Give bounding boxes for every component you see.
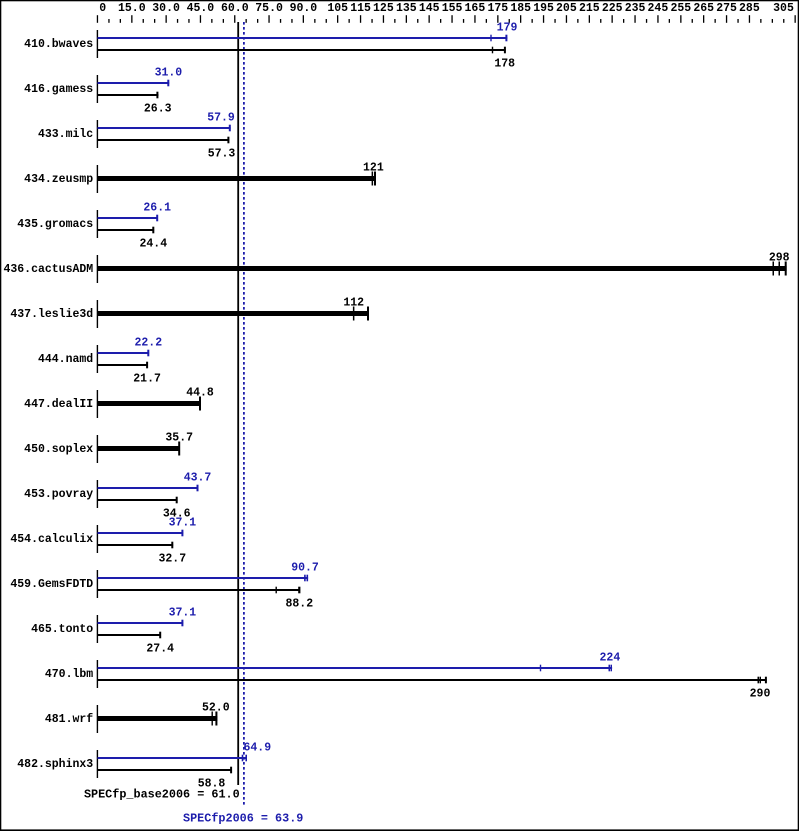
svg-text:481.wrf: 481.wrf (45, 713, 93, 726)
svg-text:447.dealII: 447.dealII (24, 398, 93, 411)
svg-text:179: 179 (497, 22, 518, 35)
svg-text:52.0: 52.0 (202, 702, 230, 715)
svg-text:75.0: 75.0 (255, 2, 283, 15)
svg-text:416.gamess: 416.gamess (24, 83, 93, 96)
svg-text:436.cactusADM: 436.cactusADM (3, 263, 93, 276)
svg-text:34.6: 34.6 (163, 508, 191, 521)
svg-text:235: 235 (625, 2, 646, 15)
svg-text:435.gromacs: 435.gromacs (17, 218, 93, 231)
svg-text:90.7: 90.7 (291, 562, 319, 575)
svg-text:43.7: 43.7 (184, 472, 212, 485)
svg-text:454.calculix: 454.calculix (10, 533, 93, 546)
svg-text:37.1: 37.1 (169, 607, 197, 620)
svg-text:275: 275 (716, 2, 737, 15)
svg-text:105: 105 (327, 2, 348, 15)
svg-text:22.2: 22.2 (134, 337, 162, 350)
svg-text:32.7: 32.7 (158, 553, 186, 566)
svg-text:459.GemsFDTD: 459.GemsFDTD (10, 578, 93, 591)
svg-text:31.0: 31.0 (155, 67, 183, 80)
svg-text:88.2: 88.2 (285, 598, 313, 611)
svg-text:SPECfp2006 = 63.9: SPECfp2006 = 63.9 (183, 812, 303, 826)
svg-text:285: 285 (739, 2, 760, 15)
svg-text:145: 145 (419, 2, 440, 15)
svg-text:44.8: 44.8 (186, 387, 214, 400)
svg-text:245: 245 (648, 2, 669, 15)
svg-text:30.0: 30.0 (152, 2, 180, 15)
svg-text:15.0: 15.0 (118, 2, 146, 15)
svg-text:26.1: 26.1 (143, 202, 171, 215)
svg-text:265: 265 (693, 2, 714, 15)
svg-text:37.1: 37.1 (169, 517, 197, 530)
svg-text:115: 115 (350, 2, 371, 15)
svg-text:90.0: 90.0 (290, 2, 318, 15)
svg-text:26.3: 26.3 (144, 103, 172, 116)
svg-text:185: 185 (510, 2, 531, 15)
svg-text:58.8: 58.8 (198, 778, 226, 791)
svg-text:450.soplex: 450.soplex (24, 443, 93, 456)
svg-text:35.7: 35.7 (165, 432, 193, 445)
svg-text:24.4: 24.4 (139, 238, 167, 251)
svg-text:433.milc: 433.milc (38, 128, 93, 141)
svg-text:437.leslie3d: 437.leslie3d (10, 308, 93, 321)
svg-text:112: 112 (343, 297, 364, 310)
svg-text:195: 195 (533, 2, 554, 15)
svg-text:470.lbm: 470.lbm (45, 668, 93, 681)
svg-text:SPECfp_base2006 = 61.0: SPECfp_base2006 = 61.0 (84, 788, 240, 802)
svg-text:298: 298 (769, 252, 790, 265)
svg-text:410.bwaves: 410.bwaves (24, 38, 93, 51)
svg-text:434.zeusmp: 434.zeusmp (24, 173, 93, 186)
svg-text:215: 215 (579, 2, 600, 15)
svg-text:178: 178 (494, 58, 515, 71)
svg-text:57.3: 57.3 (208, 148, 236, 161)
svg-text:60.0: 60.0 (221, 2, 249, 15)
svg-text:135: 135 (396, 2, 417, 15)
svg-text:225: 225 (602, 2, 623, 15)
svg-text:175: 175 (487, 2, 508, 15)
svg-text:57.9: 57.9 (207, 112, 235, 125)
svg-text:465.tonto: 465.tonto (31, 623, 93, 636)
svg-text:305: 305 (773, 2, 794, 15)
svg-text:64.9: 64.9 (243, 742, 271, 755)
svg-text:255: 255 (670, 2, 691, 15)
svg-text:444.namd: 444.namd (38, 353, 93, 366)
svg-text:165: 165 (465, 2, 486, 15)
svg-text:224: 224 (600, 652, 621, 665)
svg-text:125: 125 (373, 2, 394, 15)
svg-text:121: 121 (363, 162, 384, 175)
svg-text:453.povray: 453.povray (24, 488, 93, 501)
svg-text:27.4: 27.4 (146, 643, 174, 656)
svg-text:0: 0 (99, 2, 106, 15)
svg-text:482.sphinx3: 482.sphinx3 (17, 758, 93, 771)
svg-text:290: 290 (750, 688, 771, 701)
svg-text:205: 205 (556, 2, 577, 15)
svg-text:45.0: 45.0 (187, 2, 215, 15)
svg-text:155: 155 (442, 2, 463, 15)
svg-text:21.7: 21.7 (133, 373, 161, 386)
